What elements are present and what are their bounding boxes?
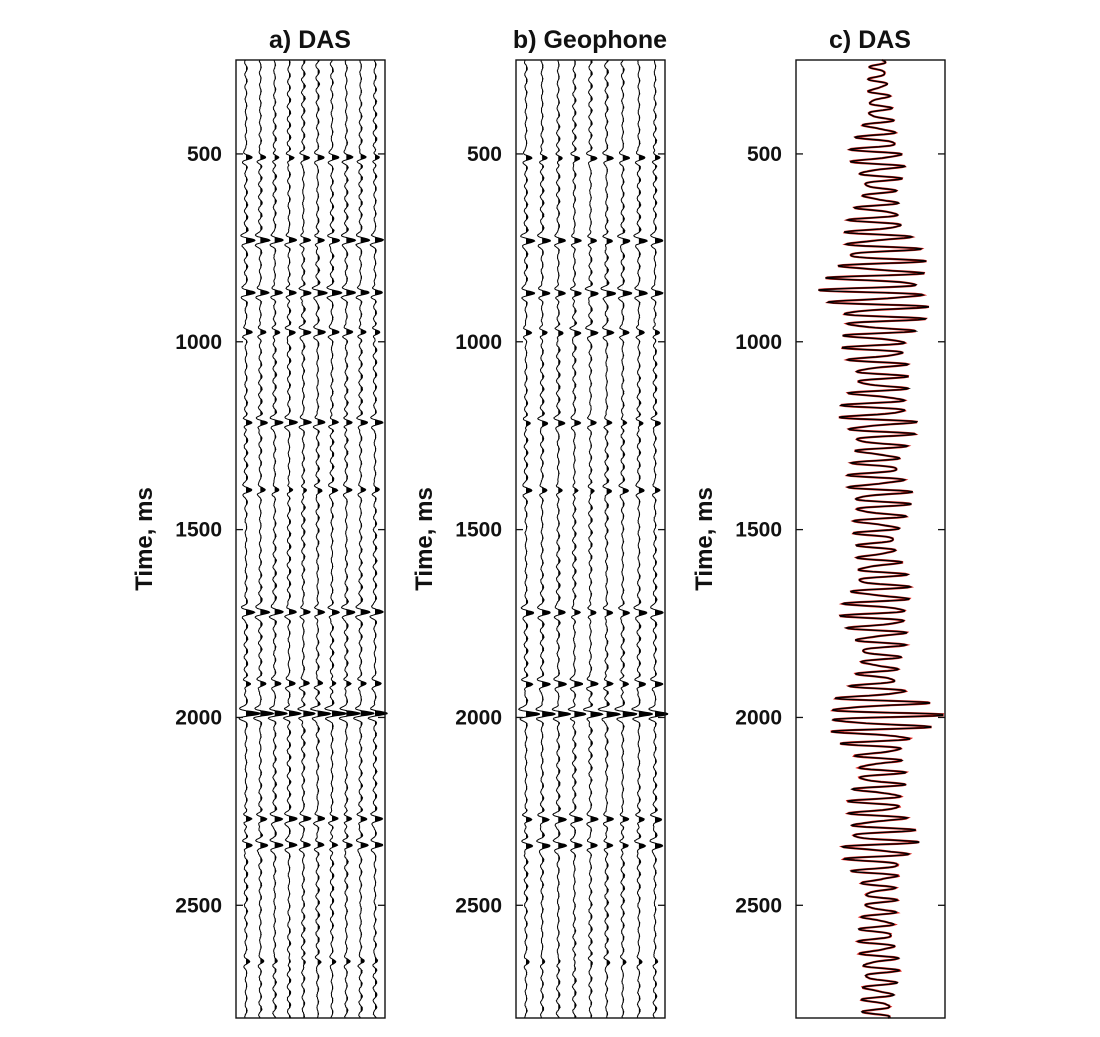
seismic-trace [310,59,332,1018]
seismic-trace [282,59,302,1019]
panel-b-ytick-label: 2000 [455,707,502,730]
panel-a-axes-frame [235,59,386,1019]
trace-fill [360,60,374,1018]
panel-a-ytick-label: 1000 [175,331,222,354]
panel-c-ytick-label: 1000 [735,331,782,354]
seismic-trace [597,60,622,1019]
panel-c-title: c) DAS [829,26,911,54]
seismic-trace [551,59,571,1019]
seismic-trace [631,59,653,1019]
seismic-trace [535,59,556,1019]
panel-a-ytick-label: 2500 [175,894,222,917]
panel-b-ylabel: Time, ms [411,487,438,591]
seismic-trace [367,59,388,1019]
panel-a-traces [238,59,388,1019]
panel-c-ytick-label: 2000 [735,707,782,730]
panel-b-geophone: b) Geophone Time, ms 500 1000 1500 2000 … [411,26,669,1019]
trace-fill [317,60,331,1018]
panel-b-ytick-label: 500 [467,143,502,166]
panel-b-ytick-label: 2500 [455,894,502,917]
trace-fill [303,60,315,1018]
panel-c-ytick-label: 2500 [735,894,782,917]
trace-fill [574,60,586,1018]
trace-fill [260,60,274,1018]
seismic-trace [267,60,288,1019]
trace-fill [622,60,637,1018]
seismic-trace [614,59,638,1019]
seismic-trace [338,59,361,1019]
trace-fill [246,60,260,1018]
panel-b-ytick-label: 1000 [455,331,502,354]
seismic-trace [648,59,669,1019]
panel-a-title: a) DAS [269,26,351,54]
panel-b-title: b) Geophone [513,26,667,54]
trace-fill [346,60,360,1018]
panel-b-yticks: 500 1000 1500 2000 2500 [455,143,502,917]
panel-a-yticks: 500 1000 1500 2000 2500 [175,143,222,917]
trace-fill [590,60,603,1018]
panel-c-ylabel: Time, ms [691,487,718,591]
seismic-trace [297,59,316,1019]
seismic-trace [352,59,375,1019]
seismic-trace [238,59,261,1018]
seismic-trace [517,59,540,1019]
panel-c-das-single: c) DAS Time, ms 500 1000 1500 2000 2500 [691,26,946,1020]
trace-fill [332,60,347,1018]
panel-c-axes-frame [795,59,946,1019]
trace-fill [558,60,571,1018]
panel-b-axes-frame [515,59,666,1019]
panel-c-ytick-label: 500 [747,143,782,166]
panel-b-ytick-label: 1500 [455,519,502,542]
panel-a-ytick-label: 500 [187,143,222,166]
trace-fill [375,60,388,1018]
seismic-trace [567,59,587,1019]
panel-a-ytick-label: 2000 [175,707,222,730]
panel-c-tick-marks [796,153,945,906]
seismic-trace [252,59,275,1019]
trace-fill [274,60,288,1018]
das-trace-black [818,59,944,1019]
panel-a-tick-marks [236,153,385,906]
trace-fill [289,60,301,1018]
seismic-trace [583,59,604,1019]
seismic-trace [324,59,348,1019]
panel-a-ylabel: Time, ms [131,487,158,591]
panel-a-ytick-label: 1500 [175,519,222,542]
trace-fill [606,60,621,1018]
panel-c-ytick-label: 1500 [735,519,782,542]
panel-a-das: a) DAS Time, ms 500 1000 1500 2000 2500 [131,26,388,1019]
panel-c-traces [818,58,945,1020]
panel-b-tick-marks [516,153,665,906]
panel-c-yticks: 500 1000 1500 2000 2500 [735,143,782,917]
panel-b-traces [517,59,669,1019]
